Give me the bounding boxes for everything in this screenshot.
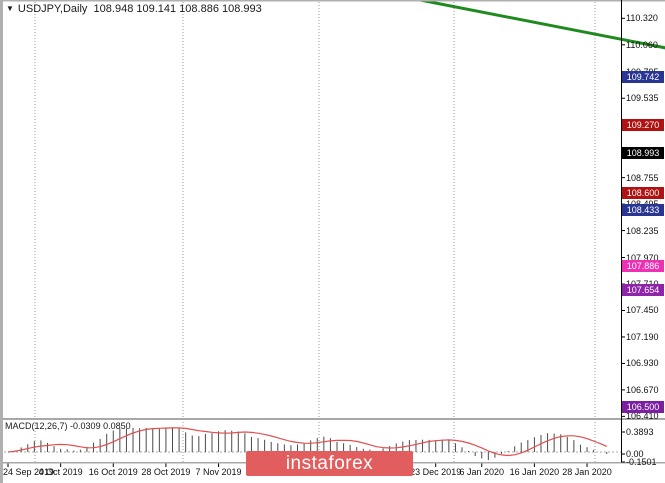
descending-trendline xyxy=(414,0,665,50)
price-tick-label: 108.495 xyxy=(626,199,659,209)
price-tick-label: 106.930 xyxy=(626,358,659,369)
date-label: 7 Nov 2019 xyxy=(195,467,242,477)
pane-separator xyxy=(0,418,665,420)
date-label: 4 Oct 2019 xyxy=(38,467,83,477)
date-label: 16 Oct 2019 xyxy=(88,467,138,477)
price-tick-label: 106.670 xyxy=(626,384,659,395)
date-label: 16 Jan 2020 xyxy=(509,467,560,477)
window-top-border xyxy=(0,0,665,2)
date-label: 6 Jan 2020 xyxy=(459,467,505,477)
macd-scale-label: 0.00 xyxy=(626,449,644,459)
date-label: 23 Dec 2019 xyxy=(410,467,462,477)
macd-scale-label: -0.1501 xyxy=(626,457,657,467)
date-label: 24 Sep 2019 xyxy=(3,467,55,477)
price-tick-label: 106.410 xyxy=(626,411,659,422)
price-tick-label: 107.190 xyxy=(626,331,659,342)
price-tick-label: 109.535 xyxy=(626,93,659,104)
symbol-period-label: USDJPY,Daily xyxy=(17,3,88,15)
price-tick-label: 108.755 xyxy=(626,172,659,183)
macd-signal-line xyxy=(7,427,608,457)
quote-ohlc-label: 108.948 109.141 108.886 108.993 xyxy=(93,3,262,15)
price-tick-label: 107.970 xyxy=(626,252,659,263)
watermark-text: instaforex xyxy=(285,452,374,474)
price-level-badge: 106.500 xyxy=(622,401,664,414)
price-tick-label: 110.320 xyxy=(626,13,658,24)
price-level-badge: 108.433 xyxy=(622,204,664,217)
chart-title: ▼ USDJPY,Daily 108.948 109.141 108.886 10… xyxy=(6,3,262,15)
date-label: 28 Jan 2020 xyxy=(562,467,612,477)
price-tick-label: 108.235 xyxy=(626,225,659,236)
price-level-badge: 107.654 xyxy=(622,283,664,296)
price-level-badge: 108.600 xyxy=(622,187,664,200)
macd-indicator-label: MACD(12,26,7) -0.0309 0.0850 xyxy=(5,421,131,431)
price-level-badge: 107.886 xyxy=(622,260,664,273)
instaforex-watermark: instaforex xyxy=(246,451,413,476)
price-level-badge: 109.270 xyxy=(622,119,664,132)
price-tick-label: 110.060 xyxy=(626,39,658,50)
chart-dropdown-icon[interactable]: ▼ xyxy=(6,4,14,13)
price-level-badge: 108.993 xyxy=(622,147,664,160)
price-tick-label: 107.450 xyxy=(626,305,659,316)
price-level-badge: 109.742 xyxy=(622,71,664,84)
macd-scale-label: 0.3893 xyxy=(626,427,654,437)
window-left-border xyxy=(0,0,3,483)
date-label: 28 Oct 2019 xyxy=(141,467,191,477)
